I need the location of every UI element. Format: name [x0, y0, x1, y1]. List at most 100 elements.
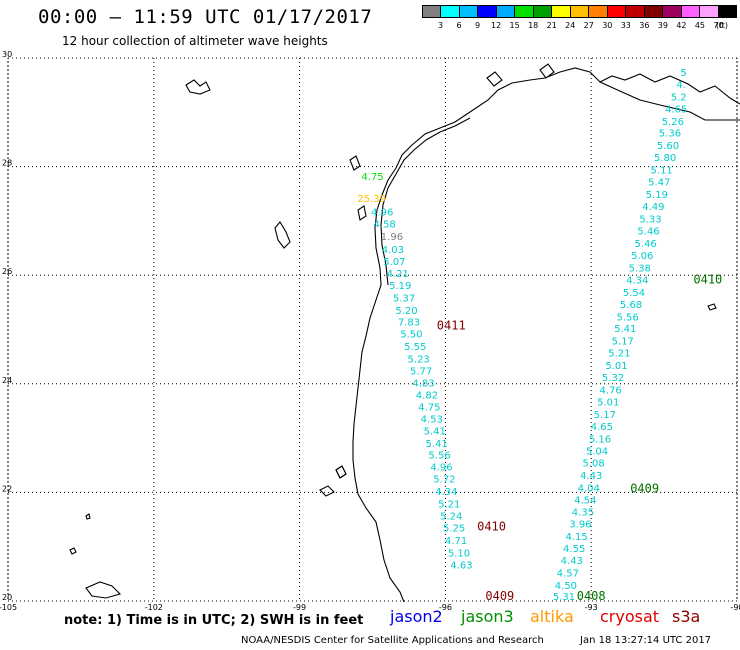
wave-height-value: 5.33: [639, 215, 661, 226]
louisiana-coast: [599, 73, 740, 105]
colorbar-labels: (ft) 3 6 9 12 15 18 21 24 27 30 33 36 39 42 45 70: [422, 18, 737, 32]
wave-height-value: 4.57: [557, 569, 579, 580]
map-title: 00:00 – 11:59 UTC 01/17/2017: [38, 6, 373, 28]
colorbar-tick-label: 30: [602, 21, 613, 30]
wave-height-value: 5.24: [440, 512, 462, 523]
wave-height-value: 5.04: [586, 446, 608, 457]
satellite-legend-item: altika: [530, 607, 574, 626]
wave-height-value: 4.21: [387, 269, 409, 280]
lat-label: 20: [2, 593, 12, 602]
lake-6: [357, 205, 367, 221]
wave-height-value: 5.77: [410, 367, 432, 378]
wave-height-value: 4.76: [600, 386, 622, 397]
wave-height-value: 4.53: [421, 414, 443, 425]
barrier-island: [380, 117, 471, 286]
wave-height-value: 4.65: [591, 422, 613, 433]
colorbar-tick-label: 70: [713, 21, 724, 30]
wave-height-value: 5.23: [408, 355, 430, 366]
lat-label: 28: [2, 159, 12, 168]
lon-label: -102: [145, 603, 163, 612]
wave-height-value: 5.08: [582, 458, 604, 469]
wave-height-value: 5.46: [637, 226, 659, 237]
pass-time-label: 0408: [577, 589, 606, 603]
colorbar-swatch: [533, 6, 553, 17]
wave-height-value: 5.72: [433, 475, 455, 486]
wave-height-value: 4.96: [371, 207, 393, 218]
wave-height-value: 5.60: [657, 141, 679, 152]
footer-credit: NOAA/NESDIS Center for Satellite Applica…: [241, 635, 544, 646]
wave-height-value: 5.01: [605, 361, 627, 372]
wave-height-value: 4.75: [418, 402, 440, 413]
colorbar-swatch: [681, 6, 701, 17]
colorbar-swatch: [626, 6, 645, 17]
wave-height-value: 5.31: [553, 592, 575, 603]
island-small-4: [707, 303, 717, 311]
wave-height-value: 4.58: [374, 219, 396, 230]
wave-height-value: 5.41: [426, 439, 448, 450]
island-yucatan: [85, 581, 122, 599]
wave-height-value: 5.68: [620, 300, 642, 311]
colorbar-swatches: [422, 5, 737, 18]
wave-height-colorbar: (ft) 3 6 9 12 15 18 21 24 27 30 33 36 39 42 45 70: [422, 5, 737, 35]
map-subtitle: 12 hour collection of altimeter wave hei…: [62, 34, 328, 48]
wave-height-value: 4.50: [555, 581, 577, 592]
wave-height-value: 4.49: [642, 202, 664, 213]
lon-label: -105: [0, 603, 17, 612]
wave-height-value: 4.54: [574, 495, 596, 506]
wave-height-value: 5.41: [614, 324, 636, 335]
wave-height-value: 25.39: [357, 194, 386, 205]
wave-height-value: 5.2: [671, 92, 687, 103]
lon-label: -90: [730, 603, 740, 612]
lat-label: 26: [2, 267, 12, 276]
colorbar-swatch: [496, 6, 516, 17]
colorbar-tick-label: 45: [694, 21, 706, 30]
altimeter-values: 4.7525.394.964.581.964.035.074.215.195.3…: [357, 68, 722, 603]
colorbar-tick-label: 3: [437, 21, 444, 30]
colorbar-swatch: [700, 6, 719, 17]
wave-height-value: 5.56: [617, 312, 639, 323]
colorbar-swatch: [570, 6, 590, 17]
wave-height-value: 5.41: [424, 426, 446, 437]
colorbar-swatch: [552, 6, 571, 17]
lake-5: [349, 155, 361, 171]
colorbar-swatch: [589, 6, 608, 17]
colorbar-tick-label: 18: [528, 21, 539, 30]
wave-height-value: 4.96: [430, 463, 452, 474]
wave-height-value: 5.19: [389, 281, 411, 292]
lat-label: 22: [2, 484, 12, 493]
wave-height-value: 5.46: [634, 239, 656, 250]
wave-height-value: 5.56: [428, 451, 450, 462]
coastline: [69, 63, 740, 603]
wave-height-value: 5.50: [400, 330, 422, 341]
lake-2: [486, 71, 503, 87]
pass-time-label: 0409: [630, 481, 659, 495]
lon-label: -99: [293, 603, 306, 612]
wave-height-value: 5.32: [602, 373, 624, 384]
colorbar-tick-label: 33: [620, 21, 631, 30]
footer-timestamp: Jan 18 13:27:14 UTC 2017: [580, 635, 712, 646]
wave-height-value: 3.96: [569, 520, 591, 531]
colorbar-swatch: [515, 6, 534, 17]
colorbar-tick-label: 39: [657, 21, 668, 30]
wave-height-value: 5.06: [631, 251, 653, 262]
colorbar-tick-label: 15: [509, 21, 520, 30]
wave-height-value: 5.21: [438, 500, 460, 511]
pass-time-label: 0411: [437, 319, 466, 333]
lake-1: [185, 79, 211, 95]
island-small-1: [69, 547, 77, 555]
mainland-coastline: [352, 67, 740, 603]
wave-height-value: 4.35: [572, 508, 594, 519]
satellite-legend-item: jason2: [390, 607, 443, 626]
colorbar-swatch: [644, 6, 664, 17]
wave-height-value: 5.25: [443, 523, 465, 534]
lake-3: [539, 63, 555, 79]
wave-height-value: 1.96: [381, 232, 403, 243]
colorbar-unit: (ft): [716, 21, 729, 30]
pass-time-label: 0409: [485, 589, 514, 603]
wave-height-value: 4.04: [578, 483, 600, 494]
colorbar-swatch: [718, 6, 736, 17]
wave-height-value: 5.54: [623, 288, 645, 299]
colorbar-swatch: [423, 6, 442, 17]
wave-height-value: 4.03: [382, 245, 404, 256]
